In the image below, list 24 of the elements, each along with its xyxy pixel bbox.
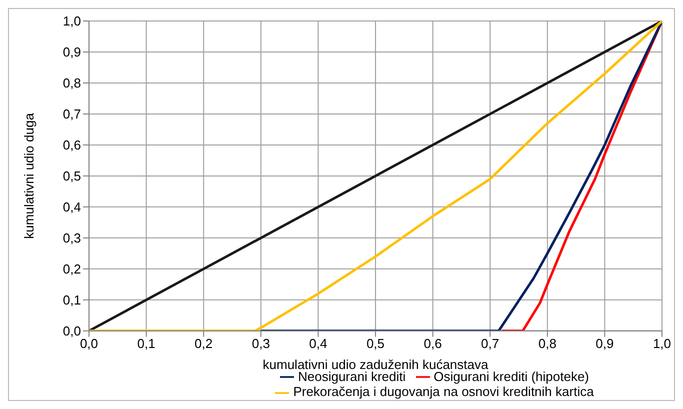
y-tick-label: 0,7	[62, 106, 81, 122]
y-tick-label: 0,9	[62, 44, 81, 60]
y-tick-label: 0,6	[62, 138, 81, 153]
y-tick-label: 1,0	[62, 14, 81, 29]
y-tick-label: 0,1	[62, 292, 81, 308]
x-tick-label: 0,6	[424, 336, 442, 352]
x-tick-label: 0,1	[137, 336, 156, 352]
x-tick-label: 0,7	[481, 336, 500, 352]
y-axis-title: kumulativni udio duga	[22, 112, 37, 239]
y-tick-label: 0,4	[62, 200, 81, 215]
x-tick-label: 0,9	[596, 336, 614, 352]
x-tick-label: 0,2	[194, 336, 213, 352]
x-tick-label: 0,4	[309, 336, 328, 352]
x-tick-label: 0,5	[366, 336, 385, 352]
x-tick-label: 1,0	[652, 336, 672, 352]
x-tick-label: 0,8	[538, 336, 556, 352]
y-tick-label: 0,8	[62, 76, 81, 91]
x-tick-label: 0,3	[252, 336, 270, 352]
y-tick-label: 0,3	[62, 230, 81, 246]
legend-label: Prekoračenja i dugovanja na osnovi kreditnih kartica	[293, 384, 594, 400]
y-tick-label: 0,0	[62, 323, 81, 338]
y-tick-label: 0,2	[62, 262, 81, 277]
y-tick-label: 0,5	[62, 168, 81, 184]
x-tick-label: 0,0	[80, 336, 98, 352]
